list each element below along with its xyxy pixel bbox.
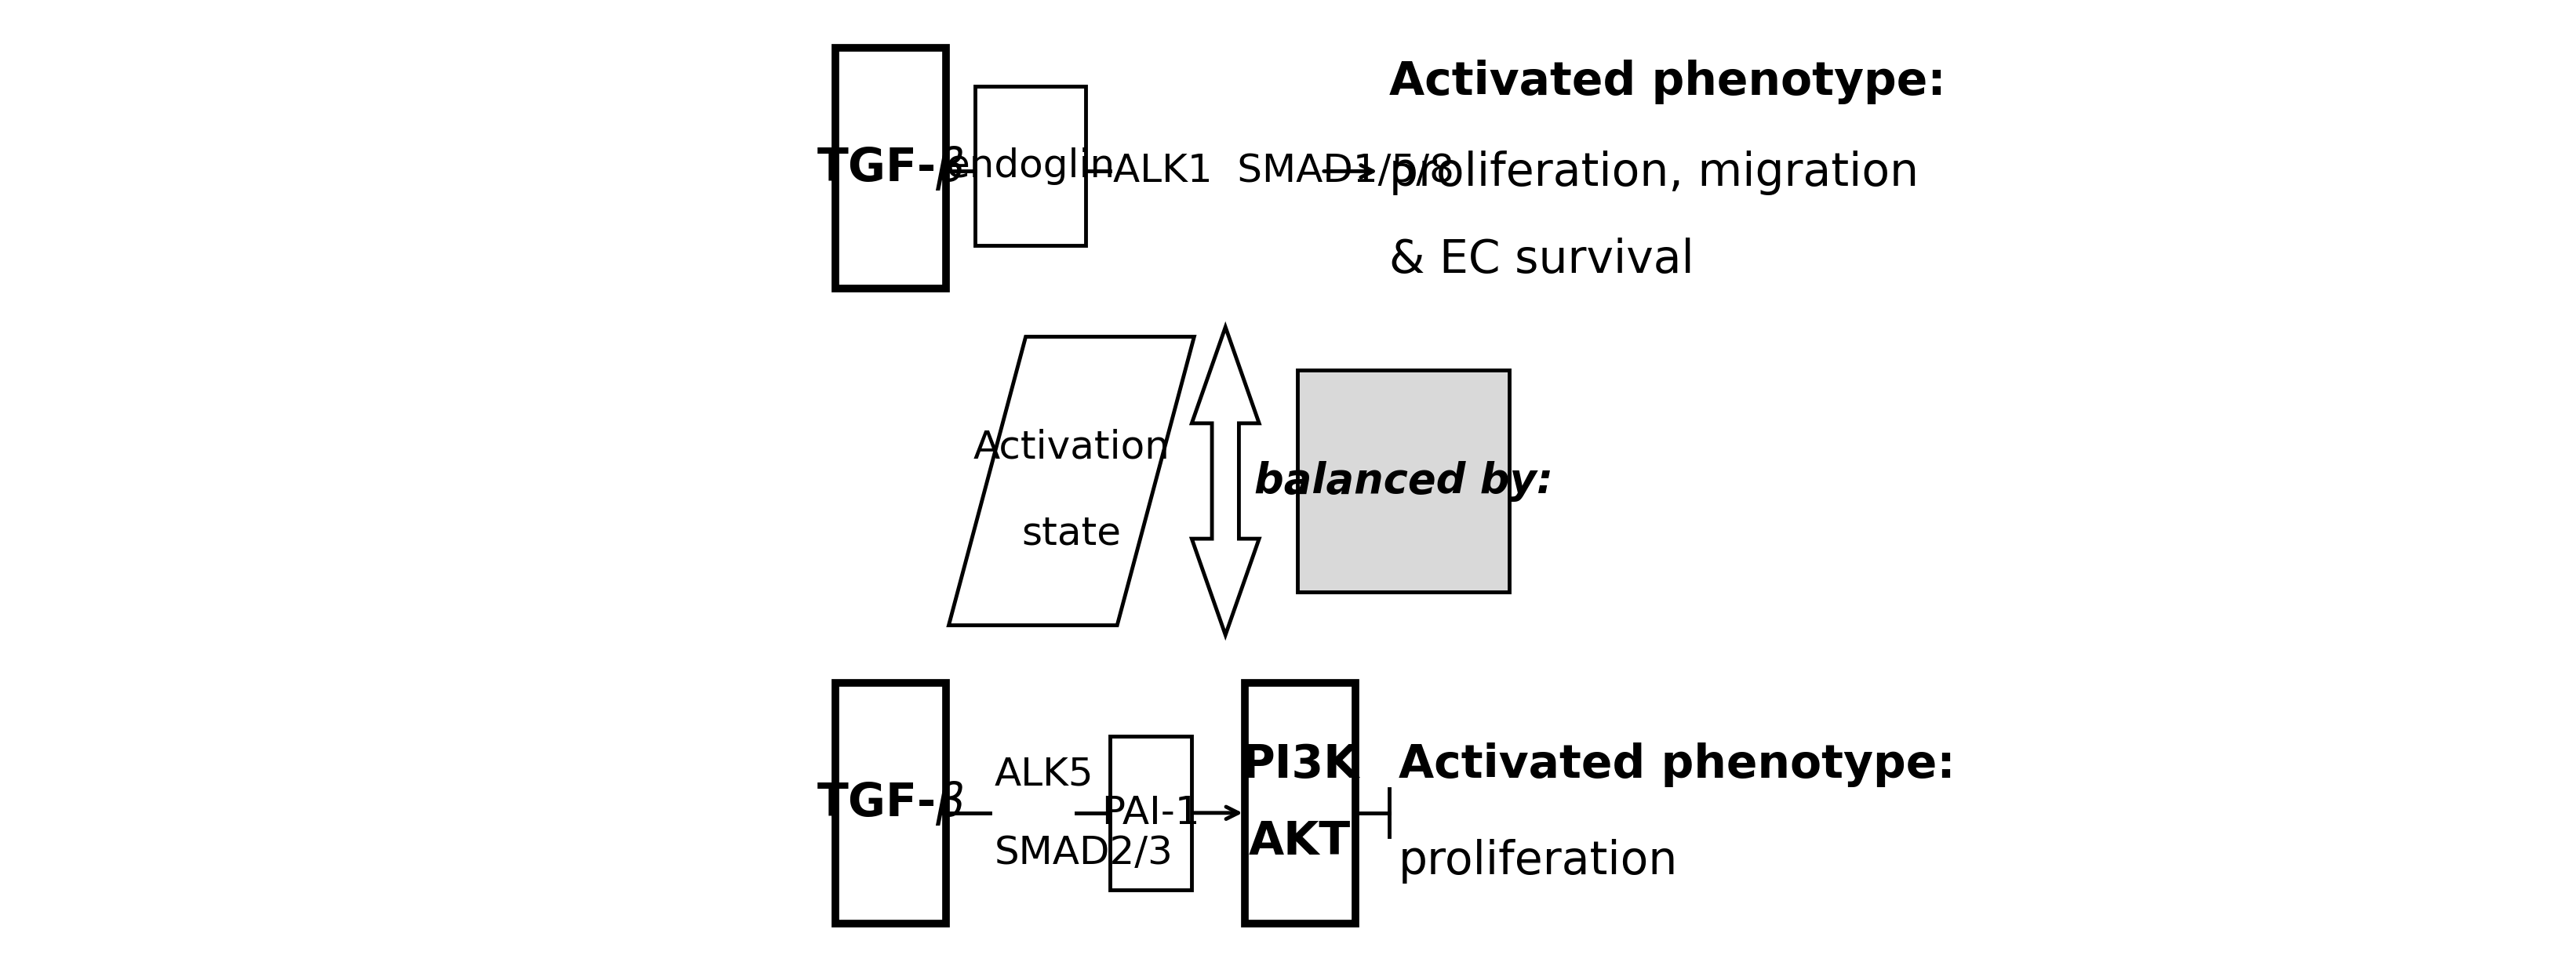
Text: TGF-$\beta$: TGF-$\beta$ bbox=[817, 779, 966, 827]
Text: AKT: AKT bbox=[1249, 820, 1352, 864]
Text: proliferation, migration: proliferation, migration bbox=[1388, 151, 1919, 195]
Bar bbox=[1298, 370, 1510, 592]
Bar bbox=[976, 87, 1087, 245]
Text: TGF-$\beta$: TGF-$\beta$ bbox=[817, 144, 966, 192]
Text: state: state bbox=[1023, 515, 1121, 553]
Text: Activated phenotype:: Activated phenotype: bbox=[1399, 743, 1955, 787]
Bar bbox=[1110, 736, 1193, 890]
Text: ALK1  SMAD1/5/8: ALK1 SMAD1/5/8 bbox=[1113, 152, 1453, 190]
Text: proliferation: proliferation bbox=[1399, 839, 1677, 883]
Polygon shape bbox=[948, 337, 1195, 625]
Text: balanced by:: balanced by: bbox=[1255, 461, 1553, 501]
Bar bbox=[835, 48, 945, 289]
Bar bbox=[1244, 683, 1355, 924]
Text: PAI-1: PAI-1 bbox=[1103, 794, 1200, 832]
Text: endoglin: endoglin bbox=[945, 147, 1115, 185]
Polygon shape bbox=[1193, 327, 1260, 635]
Bar bbox=[835, 683, 945, 924]
Text: SMAD2/3: SMAD2/3 bbox=[994, 834, 1172, 873]
Text: & EC survival: & EC survival bbox=[1388, 238, 1695, 282]
Text: Activation: Activation bbox=[974, 428, 1170, 467]
Text: Activated phenotype:: Activated phenotype: bbox=[1388, 60, 1945, 104]
Text: PI3K: PI3K bbox=[1242, 743, 1360, 787]
Text: ALK5: ALK5 bbox=[994, 755, 1095, 794]
